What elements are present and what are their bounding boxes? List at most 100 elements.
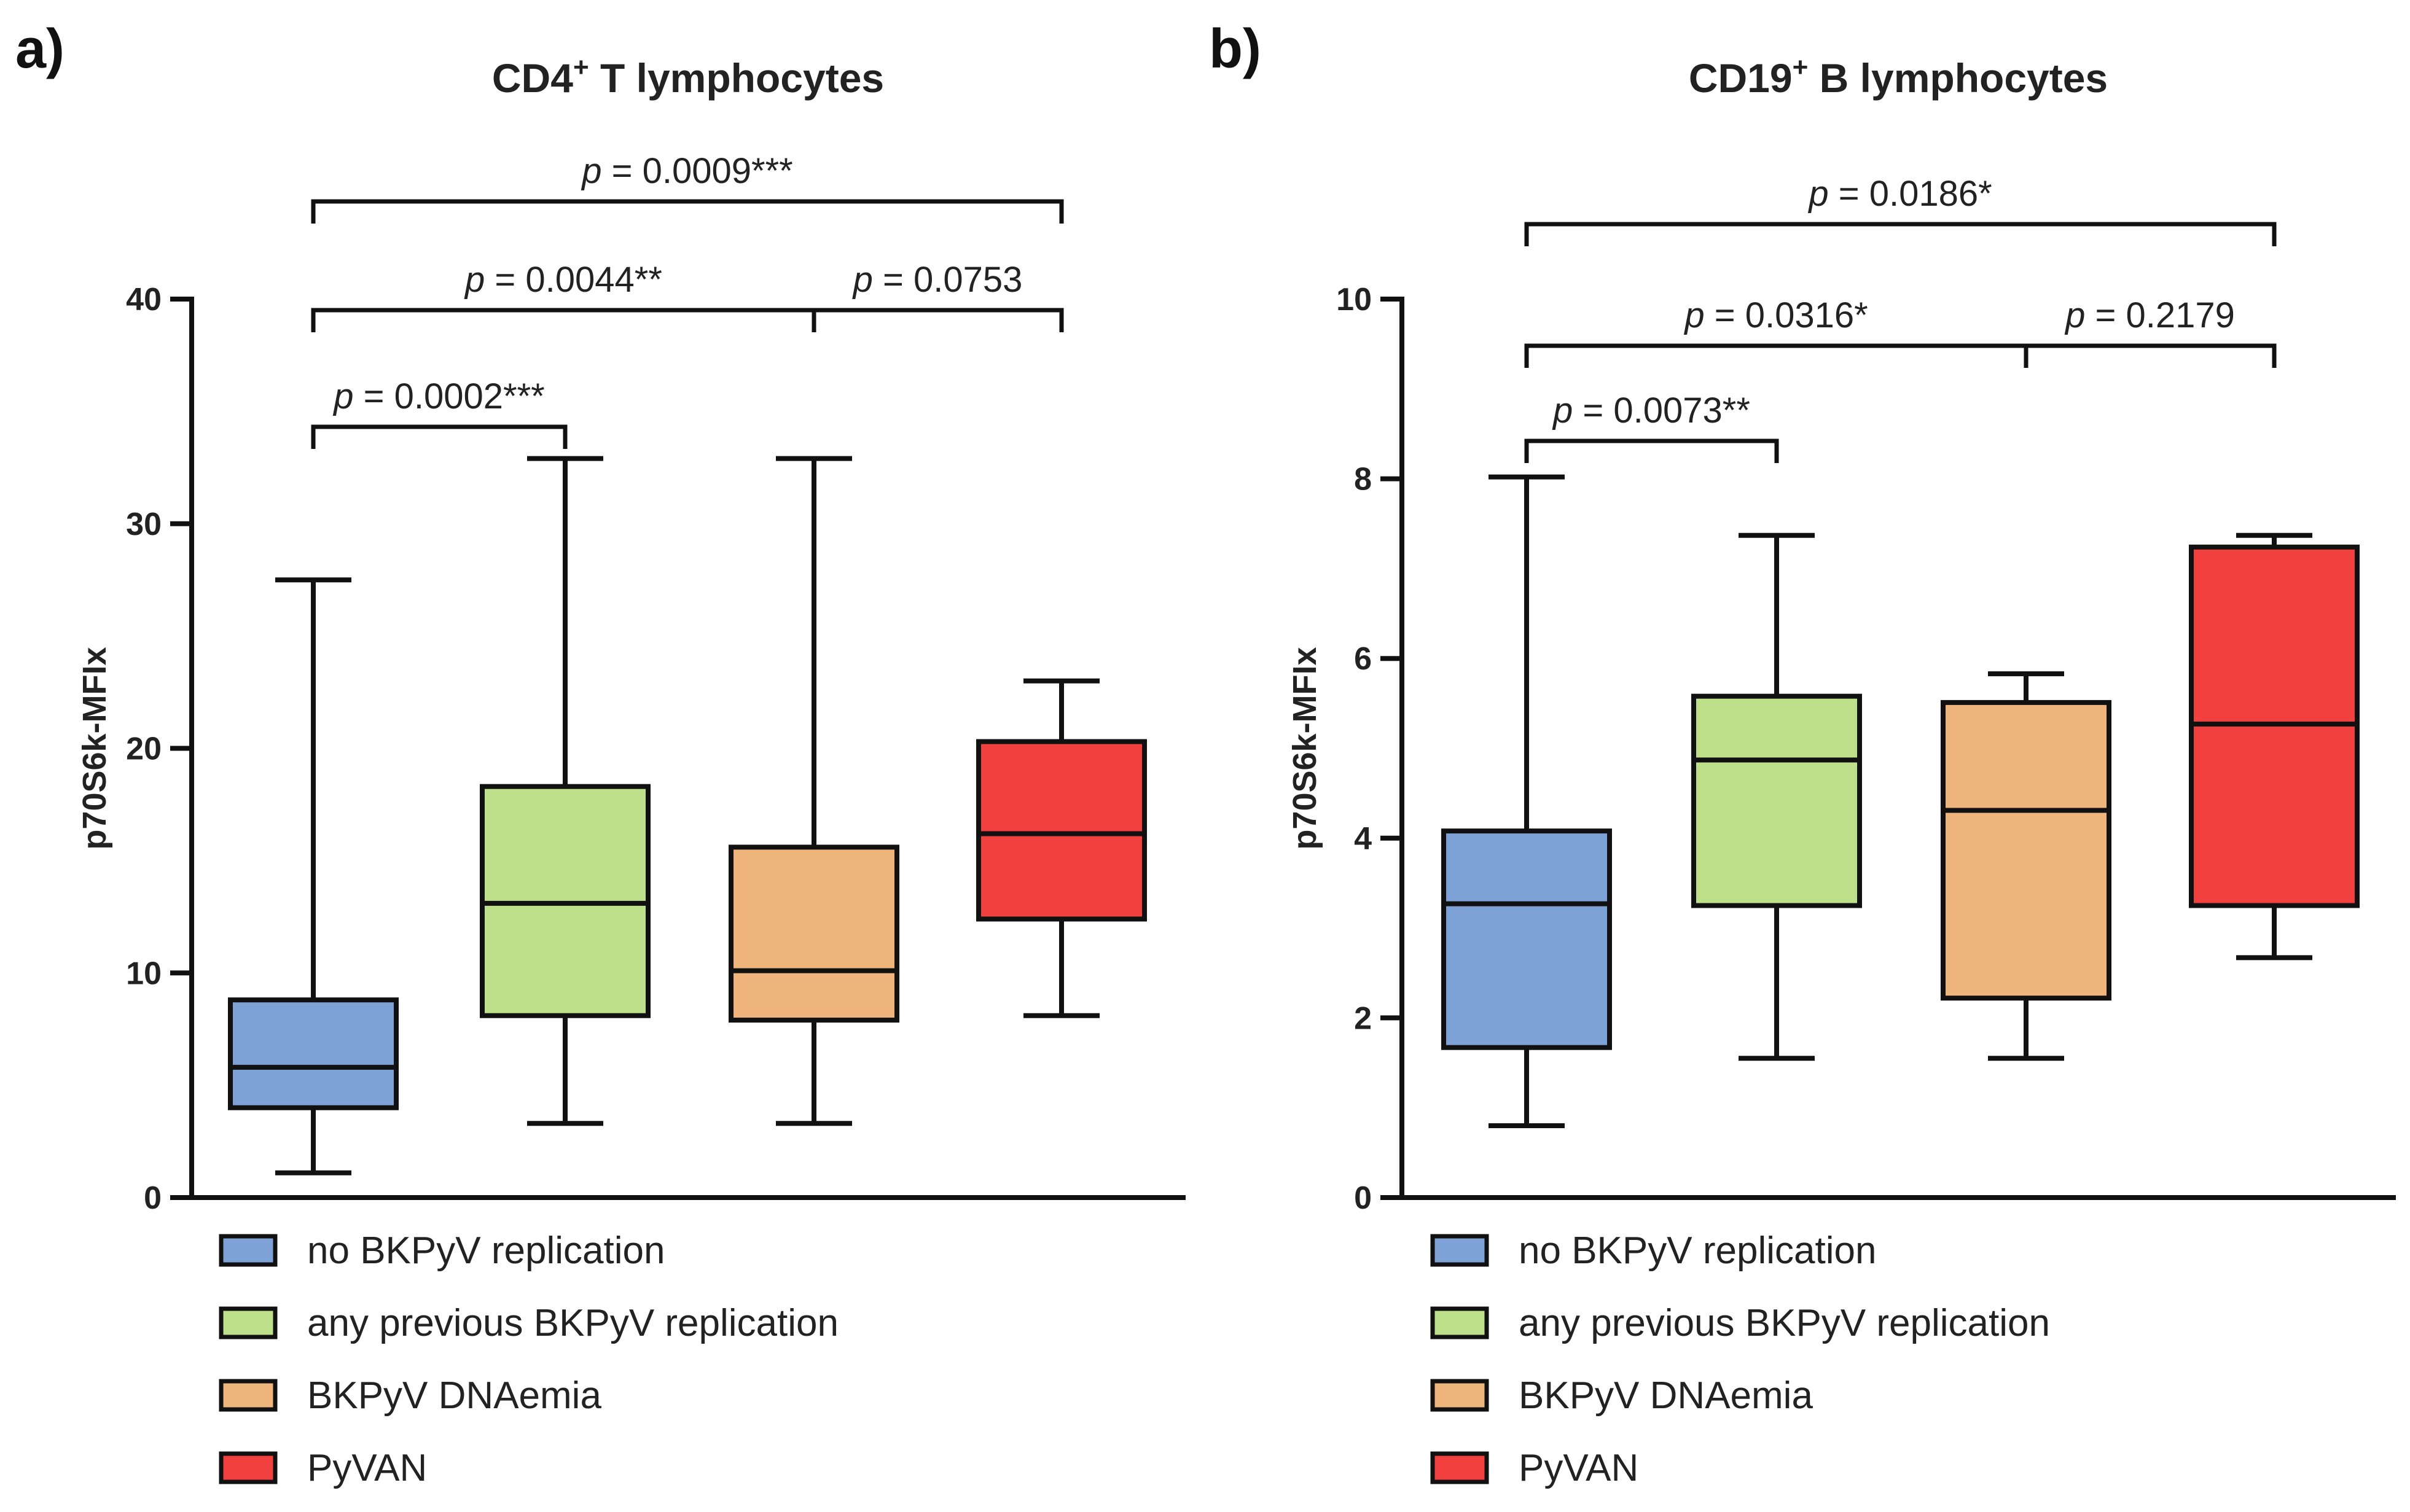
legend-item: BKPyV DNAemia (219, 1374, 601, 1417)
p-symbol: p (1683, 295, 1704, 335)
p-value: = 0.0002*** (354, 376, 545, 416)
significance-bracket: p = 0.0044** (311, 260, 816, 332)
significance-bracket: p = 0.0186* (1524, 174, 2277, 246)
y-tick-label: 2 (1354, 1000, 1372, 1036)
p-value-label: p = 0.2179 (2064, 295, 2235, 335)
p-value: = 0.0009*** (602, 151, 793, 191)
legend-swatch (1430, 1234, 1489, 1267)
bracket-line (1524, 343, 2029, 368)
chart-title: CD4+ T lymphocytes (492, 52, 884, 101)
significance-bracket: p = 0.0316* (1524, 295, 2029, 368)
legend-swatch (219, 1306, 278, 1339)
y-axis-label: p70S6k-MFIx (1286, 647, 1323, 849)
legend-label: no BKPyV replication (307, 1229, 665, 1272)
box-3 (729, 456, 899, 1126)
y-tick-label: 8 (1354, 462, 1372, 497)
legend-item: PyVAN (219, 1447, 427, 1489)
legend-swatch (219, 1451, 278, 1484)
bracket-line (311, 308, 816, 332)
p-symbol: p (464, 260, 485, 300)
box-1 (228, 577, 399, 1175)
legend-swatch (219, 1379, 278, 1412)
significance-bracket: p = 0.0009*** (311, 151, 1064, 224)
legend: no BKPyV replication any previous BKPyV r… (219, 1229, 839, 1489)
p-value: = 0.0186* (1829, 174, 1992, 214)
box-2 (480, 456, 651, 1126)
p-value: = 0.0044** (485, 260, 662, 300)
p-value: = 0.0316* (1705, 295, 1868, 335)
iqr-box (228, 997, 399, 1110)
y-tick-label: 4 (1354, 821, 1372, 857)
title-main: CD19 (1689, 55, 1793, 101)
iqr-box (1941, 699, 2111, 1001)
legend-item: BKPyV DNAemia (1430, 1374, 1813, 1417)
box-4 (2189, 532, 2360, 961)
significance-bracket: p = 0.0753 (812, 260, 1064, 332)
legend-item: any previous BKPyV replication (1430, 1302, 2050, 1344)
y-tick-label: 30 (126, 507, 162, 542)
p-symbol: p (332, 376, 353, 416)
bracket-line (1524, 438, 1779, 463)
iqr-box (1691, 693, 1862, 908)
title-superscript: + (573, 52, 589, 82)
bracket-line (311, 424, 568, 449)
panel-b: b) CD19+ B lymphocytes 0 2 4 6 8 10 p70S6k-MFIx p… (1209, 18, 2396, 1489)
p-value: = 0.2179 (2085, 295, 2235, 335)
bracket-line (1524, 222, 2277, 246)
panel-a: a) CD4+ T lymphocytes 0 10 20 30 40 p70S6k-MFIx… (15, 18, 1186, 1489)
y-tick-label: 6 (1354, 641, 1372, 677)
y-tick-label: 20 (126, 731, 162, 767)
significance-bracket: p = 0.0073** (1524, 391, 1779, 463)
p-value-label: p = 0.0753 (852, 260, 1023, 300)
p-value-label: p = 0.0186* (1807, 174, 1992, 214)
p-value-label: p = 0.0073** (1552, 391, 1750, 431)
legend-swatch (1430, 1379, 1489, 1412)
iqr-box (729, 844, 899, 1023)
legend-swatch (1430, 1451, 1489, 1484)
y-tick-label: 0 (144, 1180, 162, 1216)
title-rest: B lymphocytes (1808, 55, 2108, 101)
legend-label: any previous BKPyV replication (1519, 1302, 2050, 1344)
bracket-line (2024, 343, 2277, 368)
iqr-box (1441, 828, 1612, 1050)
iqr-box (976, 739, 1147, 922)
panel-letter: a) (15, 18, 65, 80)
legend-item: no BKPyV replication (1430, 1229, 1876, 1272)
title-rest: T lymphocytes (589, 55, 884, 101)
p-symbol: p (581, 151, 601, 191)
box-3 (1941, 671, 2111, 1061)
y-axis-label: p70S6k-MFIx (76, 647, 113, 849)
y-tick-label: 0 (1354, 1180, 1372, 1216)
p-value-label: p = 0.0044** (464, 260, 662, 300)
title-main: CD4 (492, 55, 573, 101)
bracket-line (812, 308, 1064, 332)
p-symbol: p (2064, 295, 2085, 335)
p-value: = 0.0073** (1573, 391, 1750, 431)
y-tick-label: 10 (126, 956, 162, 991)
box-4 (976, 678, 1147, 1018)
box-1 (1441, 474, 1612, 1128)
legend-label: PyVAN (307, 1447, 427, 1489)
legend-swatch (1430, 1306, 1489, 1339)
legend-label: no BKPyV replication (1519, 1229, 1876, 1272)
significance-bracket: p = 0.0002*** (311, 376, 568, 449)
y-tick-label: 10 (1336, 282, 1372, 318)
legend-item: PyVAN (1430, 1447, 1638, 1489)
legend-label: PyVAN (1519, 1447, 1638, 1489)
legend-item: no BKPyV replication (219, 1229, 665, 1272)
box-2 (1691, 532, 1862, 1061)
legend-label: BKPyV DNAemia (1519, 1374, 1813, 1417)
p-symbol: p (1807, 174, 1828, 214)
legend-item: any previous BKPyV replication (219, 1302, 839, 1344)
p-value-label: p = 0.0002*** (332, 376, 544, 416)
p-symbol: p (852, 260, 873, 300)
panel-letter: b) (1209, 18, 1261, 80)
p-symbol: p (1552, 391, 1573, 431)
bracket-line (311, 199, 1064, 224)
legend: no BKPyV replication any previous BKPyV r… (1430, 1229, 2050, 1489)
legend-swatch (219, 1234, 278, 1267)
p-value-label: p = 0.0009*** (581, 151, 792, 191)
p-value: = 0.0753 (873, 260, 1023, 300)
significance-bracket: p = 0.2179 (2024, 295, 2277, 368)
